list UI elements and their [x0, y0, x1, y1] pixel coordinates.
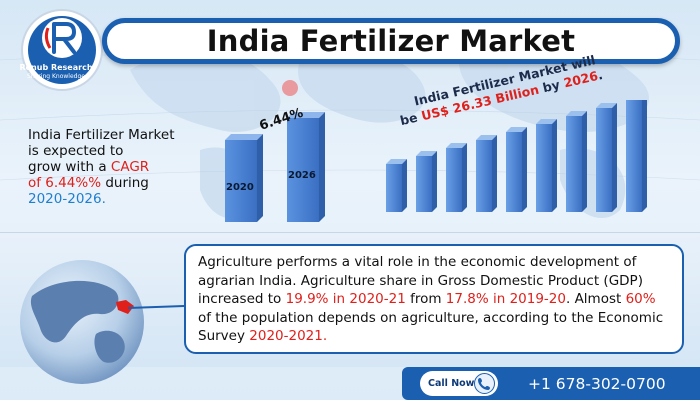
info-highlight-gdp-2020: 19.9% in 2020-21 — [285, 291, 406, 307]
growth-line-4-suffix: during — [101, 175, 149, 191]
growth-bar — [536, 119, 557, 212]
growth-line-3-prefix: grow with a — [28, 159, 111, 175]
info-highlight-gdp-2019: 17.8% in 2019-20 — [445, 291, 566, 307]
growth-bar — [506, 127, 527, 212]
page-title: India Fertilizer Market — [206, 24, 576, 58]
agriculture-info-box: Agriculture performs a vital role in the… — [184, 244, 684, 354]
growth-line-4: of 6.44%% during — [28, 175, 198, 191]
logo-r-icon — [44, 22, 77, 54]
growth-bar — [566, 111, 587, 212]
growth-bar — [446, 143, 467, 212]
call-now-button[interactable]: Call Now — [420, 371, 498, 396]
growth-period: 2020-2026. — [28, 191, 106, 207]
info-text-2: from — [405, 291, 446, 307]
growth-bar — [416, 151, 437, 212]
call-now-label: Call Now — [428, 378, 475, 389]
globe-icon — [20, 260, 184, 384]
mini-growth-chart: 6.44% 2020 2026 — [225, 106, 325, 222]
growth-note: India Fertilizer Market is expected to g… — [28, 127, 198, 207]
growth-line-1: India Fertilizer Market — [28, 127, 175, 143]
growth-bar — [626, 100, 647, 212]
logo-name: Renub Research — [19, 63, 93, 72]
logo-tagline: Sharing Knowledge — [27, 73, 85, 80]
info-text-1: Agriculture performs a vital role in the… — [198, 254, 643, 307]
info-highlight-population: 60% — [625, 291, 656, 307]
growth-bar — [476, 135, 497, 212]
title-banner: India Fertilizer Market — [102, 18, 680, 64]
mini-bar-2020 — [225, 134, 263, 222]
info-text-4: of the population depends on agriculture… — [198, 309, 664, 345]
mini-bar-2026 — [287, 112, 325, 222]
growth-line-2: is expected to — [28, 143, 124, 159]
phone-icon — [474, 373, 495, 394]
info-highlight-survey: 2020-2021. — [249, 328, 328, 344]
info-text-3: . Almost — [565, 291, 626, 307]
mini-year-2020: 2020 — [226, 182, 254, 193]
growth-bar — [386, 159, 407, 212]
cagr-label: CAGR — [110, 159, 150, 175]
growth-line-3: grow with a CAGR — [28, 159, 198, 175]
phone-number[interactable]: +1 678-302-0700 — [528, 375, 666, 393]
mini-year-2026: 2026 — [288, 170, 316, 181]
renub-research-logo — [21, 9, 103, 91]
cagr-value: of 6.44%% — [28, 175, 102, 191]
market-growth-chart — [386, 100, 647, 212]
growth-bar — [596, 103, 617, 212]
